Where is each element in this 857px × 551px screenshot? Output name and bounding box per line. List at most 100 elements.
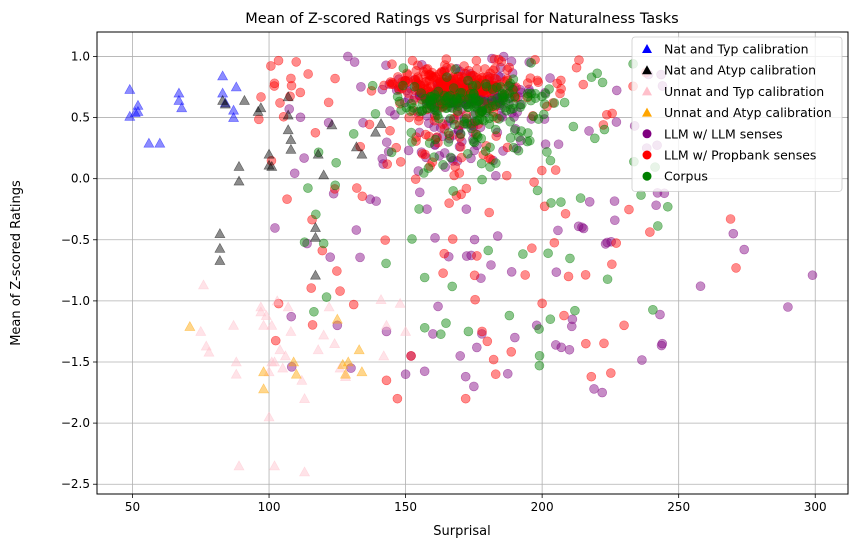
data-point [416, 88, 426, 98]
data-point [441, 318, 451, 328]
data-point [481, 141, 492, 151]
data-point [425, 69, 435, 80]
data-point [277, 362, 289, 373]
data-point [380, 235, 391, 245]
data-point [450, 64, 461, 75]
data-point [309, 306, 319, 317]
data-point [438, 268, 448, 278]
data-point [284, 104, 295, 114]
data-point [124, 110, 136, 121]
data-point [487, 84, 498, 95]
data-point [317, 245, 328, 256]
data-point [266, 61, 276, 71]
data-point [472, 64, 482, 74]
data-point [482, 336, 493, 347]
data-point [400, 75, 410, 86]
data-point [471, 55, 482, 66]
data-point [387, 59, 397, 70]
data-point [600, 239, 611, 249]
data-point [586, 371, 597, 382]
legend-label: Unnat and Atyp calibration [664, 105, 832, 120]
data-point [560, 208, 571, 219]
data-point [309, 221, 321, 232]
data-point [423, 118, 434, 129]
data-point [432, 106, 442, 117]
data-point [522, 88, 533, 99]
data-point [303, 183, 313, 193]
data-point [447, 234, 458, 244]
data-point [514, 132, 524, 142]
data-point [353, 344, 365, 355]
data-point [340, 368, 352, 379]
data-point [420, 149, 430, 160]
data-point [255, 306, 267, 317]
y-tick-label: −2.0 [61, 416, 90, 430]
data-point [433, 86, 444, 97]
data-point [533, 77, 544, 88]
data-point [637, 355, 647, 365]
data-point [553, 139, 564, 150]
data-point [597, 387, 608, 398]
data-point [571, 62, 582, 73]
legend-marker [642, 150, 652, 160]
data-point [173, 94, 185, 105]
data-point [469, 270, 480, 281]
data-point [268, 356, 281, 367]
data-point [430, 134, 441, 145]
data-point [539, 99, 550, 109]
data-point [469, 381, 479, 392]
data-point [385, 106, 395, 116]
data-point [290, 368, 302, 379]
data-point [129, 107, 141, 117]
data-point [450, 161, 460, 172]
data-point [406, 351, 416, 361]
data-point [434, 113, 444, 124]
data-point [479, 115, 489, 126]
data-point [725, 214, 736, 224]
data-point [307, 214, 317, 225]
data-point [289, 168, 300, 179]
data-point [451, 191, 462, 201]
data-point [567, 314, 578, 325]
data-point [392, 393, 403, 404]
data-point [348, 299, 359, 310]
data-point [505, 133, 516, 143]
data-point [537, 165, 547, 176]
data-point [467, 81, 478, 91]
data-point [334, 362, 346, 373]
data-point [559, 310, 569, 321]
data-point [303, 69, 313, 79]
y-tick-label: −2.5 [61, 477, 90, 491]
data-point [342, 356, 354, 367]
data-point [332, 266, 342, 276]
data-point [143, 137, 155, 148]
data-point [477, 174, 487, 185]
data-point [455, 351, 466, 361]
data-point [285, 143, 297, 154]
data-point [549, 237, 560, 248]
data-point [228, 104, 240, 115]
data-point [508, 84, 518, 95]
data-point [228, 111, 240, 122]
data-point [611, 85, 622, 96]
data-point [481, 81, 492, 92]
data-point [400, 325, 412, 336]
data-point [549, 98, 560, 108]
data-point [480, 64, 490, 74]
data-point [485, 162, 495, 172]
data-point [296, 374, 308, 385]
data-point [490, 124, 501, 135]
data-point [309, 269, 321, 280]
data-point [356, 366, 368, 377]
data-point [522, 136, 533, 147]
data-point [610, 215, 620, 226]
data-point [542, 147, 552, 157]
data-point [286, 73, 296, 84]
data-point [425, 91, 436, 102]
data-point [459, 61, 469, 71]
data-point [486, 154, 496, 165]
data-point [430, 233, 440, 243]
data-point [656, 340, 667, 351]
data-point [331, 157, 341, 168]
data-point [273, 55, 284, 66]
